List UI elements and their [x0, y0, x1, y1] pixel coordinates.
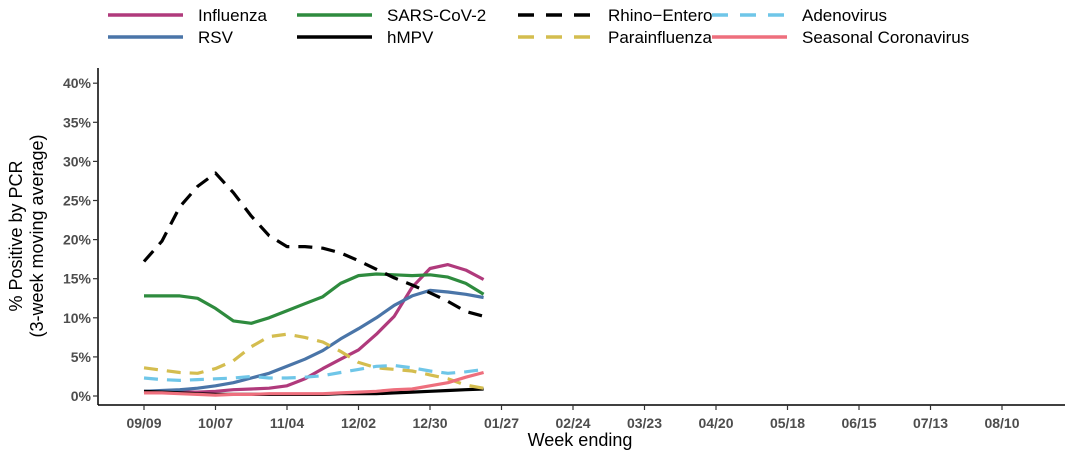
legend-label: Rhino−Entero: [608, 6, 712, 25]
x-tick-label: 11/04: [270, 415, 304, 431]
series-line-rsv: [143, 288, 484, 393]
legend-label: Influenza: [198, 6, 268, 25]
legend-item-rhino-entero: Rhino−Entero: [518, 6, 712, 25]
legend-item-seasonal-coronavirus: Seasonal Coronavirus: [712, 28, 969, 47]
legend-label: Adenovirus: [802, 6, 887, 25]
x-tick-label: 12/30: [412, 415, 447, 431]
y-tick-label: 10%: [63, 310, 92, 326]
legend-item-influenza: Influenza: [108, 6, 268, 25]
x-tick-label: 01/27: [484, 415, 519, 431]
x-tick-label: 05/18: [770, 415, 805, 431]
y-tick-label: 0%: [71, 388, 92, 404]
x-tick-label: 04/20: [698, 415, 733, 431]
legend-item-hmpv: hMPV: [297, 28, 434, 47]
series-line-seasonal-coronavirus: [144, 370, 485, 397]
y-tick-label: 20%: [63, 232, 92, 248]
y-axis: 0% 5% 10% 15% 20% 25% 30% 35% 40%: [63, 68, 99, 405]
x-tick-label: 08/10: [984, 415, 1019, 431]
series-line-parainfluenza: [143, 332, 484, 390]
legend-label: Seasonal Coronavirus: [802, 28, 969, 47]
legend-item-parainfluenza: Parainfluenza: [518, 28, 713, 47]
y-tick-label: 15%: [63, 271, 92, 287]
legend-label: Parainfluenza: [608, 28, 713, 47]
series-line-rhino-entero: [142, 171, 485, 318]
legend-item-sars-cov-2: SARS-CoV-2: [297, 6, 486, 25]
legend-item-adenovirus: Adenovirus: [712, 6, 887, 25]
y-tick-label: 25%: [63, 193, 92, 209]
plot-lines: [142, 171, 485, 397]
series-line-influenza: [144, 263, 485, 394]
x-axis-title: Week ending: [528, 430, 633, 450]
x-tick-label: 12/02: [341, 415, 376, 431]
legend: Influenza RSV SARS-CoV-2 hMPV Rhino−Entero Pa…: [108, 6, 969, 47]
y-axis-subtitle: (3-week moving average): [27, 134, 47, 337]
y-tick-label: 40%: [63, 75, 92, 91]
x-tick-label: 07/13: [913, 415, 948, 431]
legend-label: RSV: [198, 28, 234, 47]
x-tick-label: 02/24: [555, 415, 590, 431]
x-tick-label: 09/09: [126, 415, 161, 431]
x-tick-label: 03/23: [627, 415, 662, 431]
y-tick-label: 5%: [71, 349, 92, 365]
series-line-adenovirus: [143, 363, 484, 382]
x-tick-label: 10/07: [198, 415, 233, 431]
legend-item-rsv: RSV: [108, 28, 234, 47]
series-line-sars-cov-2: [144, 272, 485, 325]
legend-label: hMPV: [387, 28, 434, 47]
y-axis-title: % Positive by PCR: [6, 160, 26, 311]
y-tick-label: 30%: [63, 153, 92, 169]
x-tick-label: 06/15: [841, 415, 876, 431]
y-tick-label: 35%: [63, 114, 92, 130]
legend-label: SARS-CoV-2: [387, 6, 486, 25]
x-axis: 09/09 10/07 11/04 12/02 12/30 01/27 02/24 03/23…: [98, 404, 1065, 431]
